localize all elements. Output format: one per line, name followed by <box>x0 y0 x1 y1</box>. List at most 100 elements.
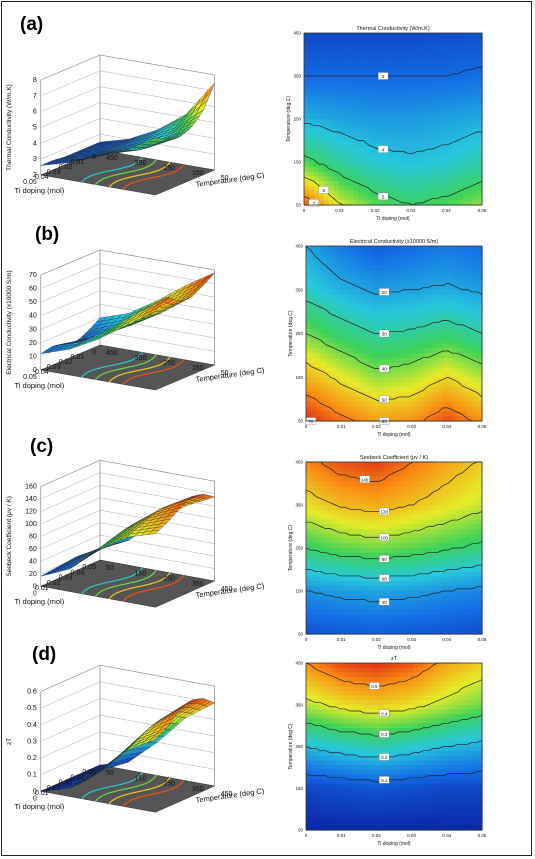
heatmap-cell <box>306 533 312 540</box>
heatmap-cell <box>394 629 400 635</box>
heatmap-cell <box>368 99 374 106</box>
heatmap-cell <box>340 343 346 349</box>
heatmap-cell <box>408 275 415 281</box>
heatmap-cell <box>438 533 444 540</box>
heatmap-cell <box>374 543 380 549</box>
contour-label: 5 <box>382 195 385 200</box>
heatmap-cell <box>335 299 341 305</box>
heatmap-cell <box>378 162 384 168</box>
heatmap-cell <box>379 610 385 616</box>
heatmap-cell <box>353 61 359 68</box>
heatmap-cell <box>389 411 395 417</box>
heatmap-cell <box>389 619 395 626</box>
heatmap-cell <box>447 289 454 296</box>
heatmap-cell <box>388 128 394 134</box>
heatmap-cell <box>413 280 420 286</box>
heatmap-cell <box>413 246 420 252</box>
heatmap-cell <box>325 495 332 501</box>
heatmap-cell <box>398 605 405 611</box>
heatmap-cell <box>457 581 464 587</box>
heatmap-cell <box>374 299 380 305</box>
heatmap-cell <box>369 581 376 587</box>
heatmap-cell <box>310 543 317 549</box>
heatmap-cell <box>354 386 361 393</box>
heatmap-cell <box>374 548 380 554</box>
heatmap-cell <box>393 195 399 201</box>
heatmap-cell <box>345 265 351 271</box>
heatmap-cell <box>403 586 410 592</box>
temp-tick-label: 250 <box>163 165 175 172</box>
heatmap-cell <box>389 605 395 611</box>
heatmap-cell <box>350 591 356 597</box>
heatmap-cell <box>313 52 320 58</box>
heatmap-cell <box>402 176 409 182</box>
heatmap-cell <box>442 481 449 487</box>
heatmap-cell <box>432 109 439 115</box>
heatmap-cell <box>462 270 468 276</box>
heatmap-cell <box>379 284 385 291</box>
heatmap-cell <box>423 314 429 320</box>
heatmap-cell <box>320 289 327 296</box>
heatmap-cell <box>369 471 376 477</box>
heatmap-cell <box>462 76 468 82</box>
heatmap-cell <box>340 490 346 497</box>
z-tick-label: 160 <box>25 484 37 491</box>
heatmap-cell <box>457 33 463 39</box>
heatmap-cell <box>379 411 385 417</box>
heatmap-cell <box>364 284 371 291</box>
heatmap-cell <box>328 52 335 58</box>
heatmap-cell <box>350 629 356 635</box>
heatmap-cell <box>403 372 410 378</box>
heatmap-cell <box>477 66 483 72</box>
heatmap-cell <box>369 382 376 388</box>
heatmap-cell <box>318 104 325 111</box>
heatmap-cell <box>304 56 310 63</box>
heatmap-cell <box>403 367 410 373</box>
heatmap-cell <box>433 386 439 393</box>
heatmap-cell <box>379 294 385 301</box>
heatmap-cell <box>315 352 322 359</box>
heatmap-cell <box>457 514 464 520</box>
heatmap-cell <box>345 255 351 262</box>
heatmap-cell <box>457 362 464 369</box>
heatmap-cell <box>389 372 395 378</box>
heatmap-cell <box>477 33 483 39</box>
heatmap-cell <box>467 591 473 597</box>
heatmap-cell <box>350 289 356 296</box>
heatmap-cell <box>363 171 369 177</box>
heatmap-cell <box>452 338 459 344</box>
heatmap-cell <box>438 586 444 592</box>
z-gridline <box>40 681 215 709</box>
heatmap-cell <box>379 352 385 359</box>
heatmap-cell <box>413 614 420 621</box>
heatmap-cell <box>328 104 335 111</box>
heatmap-cell <box>442 109 448 115</box>
heatmap-cell <box>340 255 346 262</box>
heatmap-cell <box>452 171 458 177</box>
heatmap-cell <box>320 471 327 477</box>
heatmap-cell <box>477 304 483 310</box>
heatmap-cell <box>472 142 478 149</box>
heatmap-cell <box>384 318 390 325</box>
heatmap-cell <box>310 576 317 583</box>
heatmap-cell <box>408 586 415 592</box>
heatmap-cell <box>477 533 483 540</box>
heatmap-cell <box>358 52 364 58</box>
heatmap-cell <box>442 372 449 378</box>
heatmap-cell <box>384 490 390 497</box>
heatmap-cell <box>328 171 335 177</box>
heatmap-cell <box>330 333 336 339</box>
heatmap-cell <box>403 462 410 468</box>
heatmap-cell <box>388 185 394 192</box>
heatmap-cell <box>442 614 449 621</box>
heatmap-cell <box>437 33 444 39</box>
heatmap-cell <box>452 416 459 422</box>
heatmap-cell <box>306 605 312 611</box>
heatmap-cell <box>304 90 310 96</box>
heatmap-cell <box>325 500 332 506</box>
heatmap-cell <box>472 514 478 520</box>
heatmap-cell <box>423 299 429 305</box>
heatmap-cell <box>438 581 444 587</box>
heatmap-cell <box>353 119 359 125</box>
heatmap-cell <box>350 304 356 310</box>
